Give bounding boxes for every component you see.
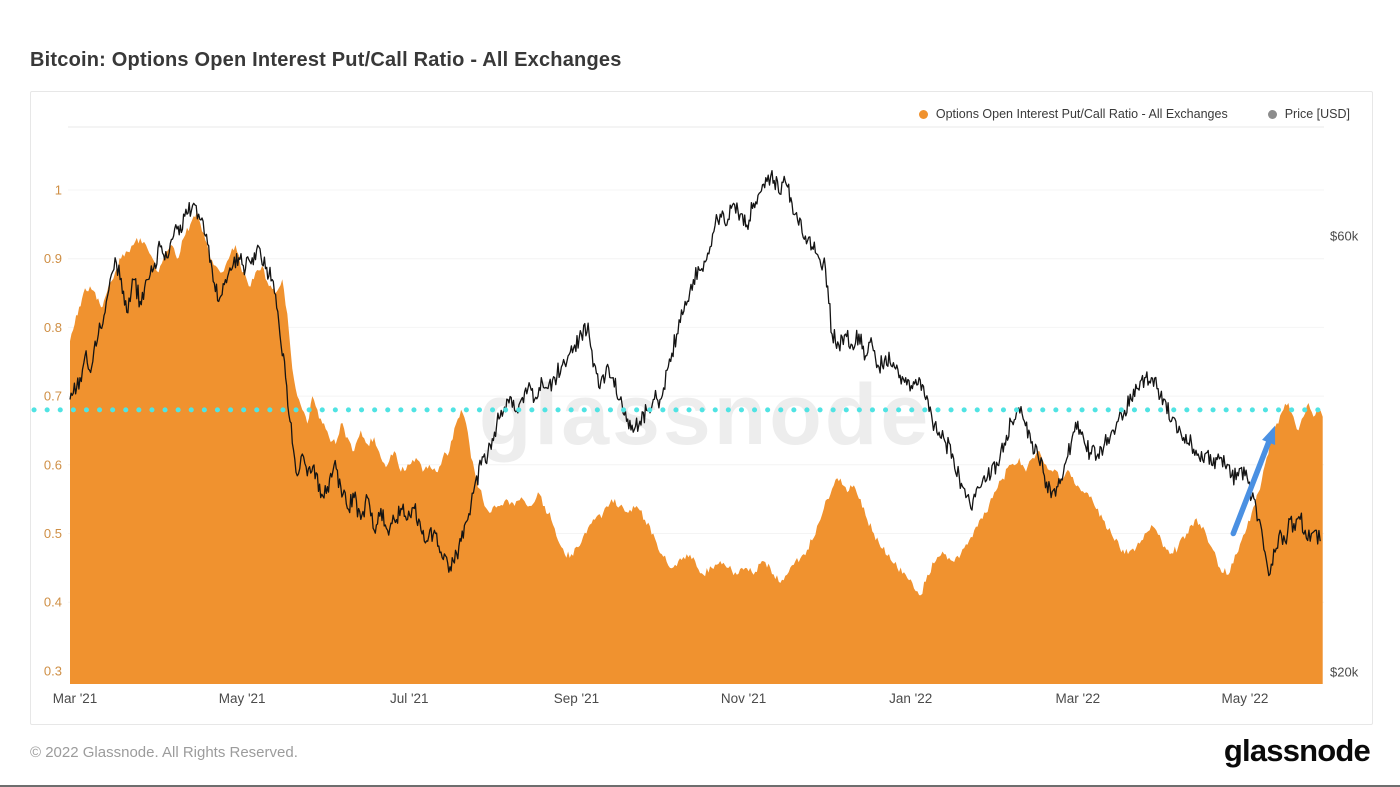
watermark-text: glassnode <box>479 367 931 463</box>
left-axis-tick-label: 0.3 <box>44 663 62 678</box>
legend-marker-price-icon <box>1267 109 1277 119</box>
copyright-text: © 2022 Glassnode. All Rights Reserved. <box>30 744 298 761</box>
right-axis-tick-label: $60k <box>1330 229 1359 244</box>
legend-item-price[interactable]: Price [USD] <box>1267 107 1350 121</box>
legend-marker-putcall-ratio-icon <box>918 109 928 119</box>
left-axis-tick-label: 0.8 <box>44 320 62 335</box>
legend-item-putcall-ratio[interactable]: Options Open Interest Put/Call Ratio - A… <box>918 107 1228 121</box>
left-axis-tick-label: 0.6 <box>44 457 62 472</box>
legend-label-putcall-ratio: Options Open Interest Put/Call Ratio - A… <box>935 107 1228 121</box>
x-axis-tick-label: Jul '21 <box>390 691 429 706</box>
left-axis-tick-label: 1 <box>55 183 62 198</box>
x-axis-tick-label: Mar '21 <box>53 691 98 706</box>
left-axis-tick-label: 0.4 <box>44 595 62 610</box>
price-line-series <box>69 169 1321 577</box>
chart-legend: Options Open Interest Put/Call Ratio - A… <box>918 107 1350 121</box>
right-axis-tick-label: $20k <box>1330 665 1359 680</box>
legend-label-price: Price [USD] <box>1284 107 1350 121</box>
glassnode-logo: glassnode <box>1223 733 1371 768</box>
left-axis-tick-label: 0.5 <box>44 526 62 541</box>
x-axis-tick-label: May '22 <box>1222 691 1269 706</box>
window-bottom-edge <box>0 785 1400 787</box>
left-axis-tick-label: 0.9 <box>44 251 62 266</box>
annotation-arrow-head-icon <box>1262 425 1276 445</box>
ratio-area-series <box>70 210 1323 684</box>
left-axis-tick-label: 0.7 <box>44 389 62 404</box>
x-axis-tick-label: May '21 <box>219 691 266 706</box>
x-axis-tick-label: Nov '21 <box>721 691 766 706</box>
annotation-arrow <box>1230 434 1274 537</box>
x-axis-tick-label: Jan '22 <box>889 691 932 706</box>
x-axis-tick-label: Mar '22 <box>1056 691 1101 706</box>
page-title: Bitcoin: Options Open Interest Put/Call … <box>30 49 622 72</box>
x-axis-tick-label: Sep '21 <box>554 691 599 706</box>
